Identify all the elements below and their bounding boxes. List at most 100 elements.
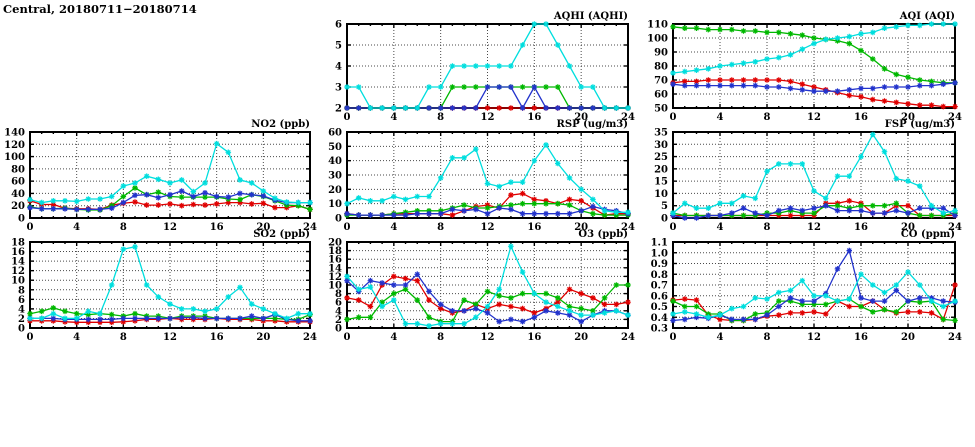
chart-aqhi: 0 4 8 12 16 20 24 2 3 4 5 6 AQHI (AQHI) xyxy=(335,11,635,123)
y-tick-label: 20 xyxy=(11,201,25,212)
y-tick-label: 0 xyxy=(335,214,342,225)
y-tick-label: 10 xyxy=(328,281,342,292)
x-tick-label: 12 xyxy=(481,332,495,343)
x-tick-label: 4 xyxy=(717,332,724,343)
x-tick-label: 16 xyxy=(854,112,868,123)
y-tick-label: 20 xyxy=(328,238,342,249)
y-tick-label: 30 xyxy=(654,140,668,151)
x-tick-label: 8 xyxy=(120,222,127,233)
y-tick-label: 12 xyxy=(11,266,25,277)
x-tick-label: 4 xyxy=(73,332,80,343)
series-cyan-markers xyxy=(670,21,958,76)
x-tick-label: 20 xyxy=(901,222,915,233)
x-tick-label: 8 xyxy=(437,112,444,123)
y-tick-label: 35 xyxy=(654,128,668,139)
x-tick-label: 24 xyxy=(948,222,962,233)
y-tick-label: 60 xyxy=(328,128,342,139)
x-tick-label: 4 xyxy=(717,222,724,233)
chart-title-aqhi: AQHI (AQHI) xyxy=(553,11,628,22)
x-tick-label: 20 xyxy=(256,222,270,233)
y-tick-label: 80 xyxy=(654,62,668,73)
y-tick-label: 60 xyxy=(654,90,668,101)
x-tick-label: 24 xyxy=(303,332,317,343)
chart-aqi-series-blue xyxy=(670,80,958,94)
x-tick-label: 0 xyxy=(344,112,351,123)
y-tick-label: 2 xyxy=(335,315,342,326)
x-tick-label: 20 xyxy=(574,332,588,343)
y-tick-label: 0.3 xyxy=(651,324,668,335)
y-tick-label: 0.7 xyxy=(651,281,668,292)
y-tick-label: 8 xyxy=(18,285,25,296)
series-cyan-markers xyxy=(670,131,958,216)
chart-rsp-series-cyan xyxy=(344,142,631,216)
y-tick-label: 20 xyxy=(328,185,342,196)
y-tick-label: 60 xyxy=(11,177,25,188)
y-tick-label: 6 xyxy=(18,295,25,306)
x-tick-label: 16 xyxy=(527,332,541,343)
y-tick-label: 5 xyxy=(661,201,668,212)
y-tick-label: 18 xyxy=(11,238,25,249)
y-tick-label: 70 xyxy=(654,76,668,87)
x-tick-label: 20 xyxy=(256,332,270,343)
y-tick-label: 5 xyxy=(335,41,342,52)
y-tick-label: 140 xyxy=(4,128,25,139)
x-tick-label: 24 xyxy=(948,112,962,123)
x-tick-label: 24 xyxy=(948,332,962,343)
chart-co-series-cyan xyxy=(670,269,958,321)
x-tick-label: 8 xyxy=(764,112,771,123)
y-tick-label: 0.5 xyxy=(651,302,668,313)
y-tick-label: 110 xyxy=(647,20,668,31)
y-tick-label: 0.6 xyxy=(651,291,668,302)
series-cyan-markers xyxy=(344,142,631,216)
x-tick-label: 4 xyxy=(390,112,397,123)
x-tick-label: 12 xyxy=(163,222,177,233)
x-tick-label: 12 xyxy=(481,112,495,123)
y-tick-label: 50 xyxy=(328,142,342,153)
chart-title-aqi: AQI (AQI) xyxy=(899,11,955,22)
chart-o3-series-cyan xyxy=(344,243,631,329)
x-tick-label: 8 xyxy=(437,222,444,233)
y-tick-label: 12 xyxy=(328,272,342,283)
y-tick-label: 0.9 xyxy=(651,259,668,270)
y-tick-label: 4 xyxy=(335,306,342,317)
y-tick-label: 50 xyxy=(654,104,668,115)
x-tick-label: 12 xyxy=(481,222,495,233)
y-tick-label: 8 xyxy=(335,289,342,300)
x-tick-label: 12 xyxy=(807,222,821,233)
y-tick-label: 6 xyxy=(335,298,342,309)
x-tick-label: 20 xyxy=(574,222,588,233)
y-tick-label: 18 xyxy=(328,246,342,257)
x-tick-label: 0 xyxy=(27,332,34,343)
x-tick-label: 4 xyxy=(73,222,80,233)
y-tick-label: 90 xyxy=(654,48,668,59)
y-tick-label: 1.1 xyxy=(651,238,668,249)
y-tick-label: 10 xyxy=(654,189,668,200)
x-tick-label: 0 xyxy=(670,332,677,343)
x-tick-label: 0 xyxy=(670,112,677,123)
chart-title-co: CO (ppm) xyxy=(901,229,955,240)
y-tick-label: 6 xyxy=(335,20,342,31)
y-tick-label: 0.4 xyxy=(651,313,668,324)
y-tick-label: 10 xyxy=(328,199,342,210)
y-tick-label: 0 xyxy=(661,214,668,225)
chart-aqhi-series-cyan xyxy=(344,21,631,111)
chart-so2-series-cyan xyxy=(27,244,313,322)
y-tick-label: 80 xyxy=(11,164,25,175)
chart-title-no2: NO2 (ppb) xyxy=(251,119,310,130)
x-tick-label: 24 xyxy=(303,222,317,233)
chart-fsp-series-cyan xyxy=(670,131,958,216)
x-tick-label: 12 xyxy=(163,332,177,343)
x-tick-label: 24 xyxy=(621,222,635,233)
y-tick-label: 10 xyxy=(11,276,25,287)
y-tick-label: 0 xyxy=(18,214,25,225)
chart-aqi-series-green xyxy=(670,24,958,86)
chart-title-fsp: FSP (ug/m3) xyxy=(885,119,955,130)
x-tick-label: 12 xyxy=(807,112,821,123)
x-tick-label: 4 xyxy=(390,222,397,233)
x-tick-label: 16 xyxy=(527,112,541,123)
chart-title-rsp: RSP (ug/m3) xyxy=(557,119,628,130)
y-tick-label: 2 xyxy=(335,104,342,115)
series-cyan-markers xyxy=(27,244,313,322)
